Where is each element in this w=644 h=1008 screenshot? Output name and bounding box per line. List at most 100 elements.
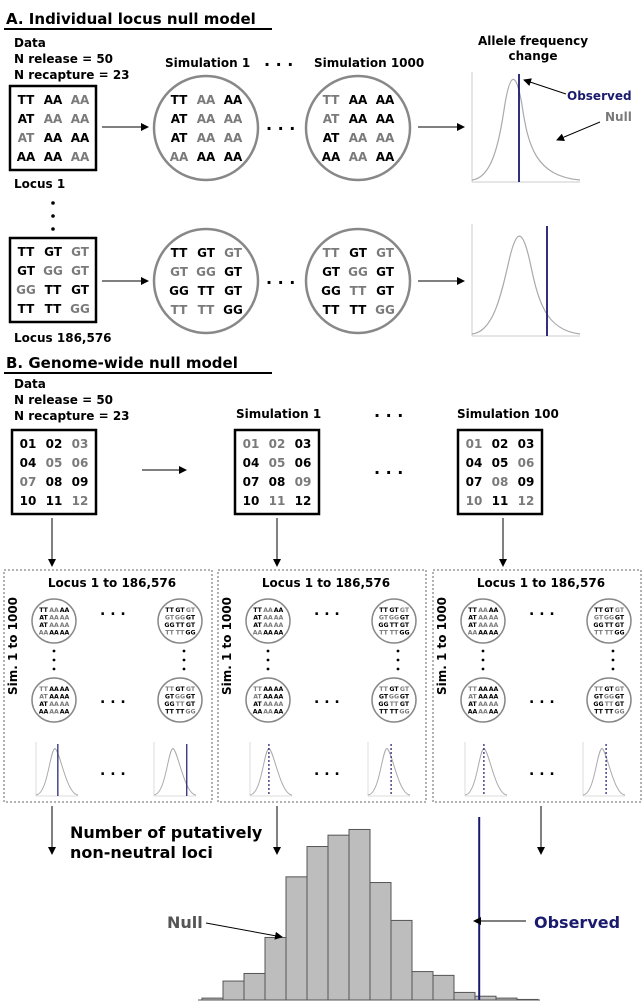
genotype-cell: TT: [45, 283, 62, 297]
genotype-cell: AA: [478, 693, 488, 700]
panel-frame: [3, 569, 213, 803]
genotype-cell: GT: [186, 693, 196, 700]
genotype-cell: AA: [274, 693, 284, 700]
panel-vertical-dot: [182, 658, 186, 662]
genotype-cell: TT: [605, 622, 614, 629]
genotype-cell: AA: [376, 112, 395, 126]
hist-bar: [474, 995, 497, 1001]
genotype-cell: 09: [72, 475, 89, 489]
genotype-cell: TT: [171, 93, 188, 107]
genotype-cell: GT: [175, 686, 185, 693]
b-simN-box: [456, 428, 544, 516]
genotype-cell: TT: [165, 607, 174, 614]
mini-sim-circle: [31, 598, 77, 644]
locus1-mid-dots: . . .: [266, 115, 295, 134]
hist-bar: [243, 972, 266, 1001]
genotype-cell: AA: [49, 693, 59, 700]
genotype-cell: AT: [39, 622, 48, 629]
genotype-cell: 02: [492, 437, 509, 451]
genotype-cell: GT: [615, 686, 625, 693]
genotype-cell: GT: [594, 614, 604, 621]
genotype-cell: 11: [269, 494, 286, 508]
genotype-cell: TT: [18, 245, 35, 259]
genotype-cell: GT: [615, 622, 625, 629]
genotype-cell: GT: [186, 686, 196, 693]
genotype-cell: AA: [224, 93, 243, 107]
genotype-cell: AA: [263, 607, 273, 614]
b-data-box: [10, 428, 98, 516]
genotype-cell: AA: [489, 614, 499, 621]
genotype-cell: AA: [44, 150, 63, 164]
panel-dots: . . .: [314, 763, 340, 779]
locus1-distribution: Observed Null: [471, 72, 632, 183]
genotype-cell: GT: [615, 701, 625, 708]
genotype-cell: 12: [72, 494, 89, 508]
mini-sim-circle: [460, 598, 506, 644]
genotype-cell: 10: [20, 494, 37, 508]
genotype-cell: TT: [45, 302, 62, 316]
panel-dots: . . .: [529, 603, 555, 619]
genotype-cell: GT: [186, 607, 196, 614]
genotype-cell: 08: [46, 475, 63, 489]
genotype-cell: TT: [176, 708, 185, 715]
genotype-cell: GT: [594, 693, 604, 700]
genotype-cell: AT: [468, 693, 477, 700]
genotype-cell: AT: [18, 112, 35, 126]
locus1-data-genotypes: TT AA AA AT AA AA AT AA AA AA AA AA: [17, 93, 90, 164]
genotype-cell: GT: [71, 283, 90, 297]
genotype-cell: GT: [400, 701, 410, 708]
genotype-cell: AA: [322, 150, 341, 164]
panel-vertical-dot: [52, 658, 56, 662]
genotype-cell: 09: [518, 475, 535, 489]
genotype-cell: 07: [243, 475, 260, 489]
genotype-cell: AA: [39, 629, 49, 636]
genotype-cell: GT: [400, 614, 410, 621]
genotype-cell: AA: [49, 622, 59, 629]
genotype-cell: GG: [348, 265, 368, 279]
locusN-simN-genotypes: TT GT GT GT GG GT GG TT GT TT TT GG: [321, 246, 395, 317]
genotype-cell: AA: [274, 614, 284, 621]
genotype-cell: TT: [253, 607, 262, 614]
genotype-cell: GT: [379, 693, 389, 700]
genotype-cell: GT: [165, 693, 175, 700]
genotype-cell: AA: [49, 686, 59, 693]
genotype-cell: AA: [49, 708, 59, 715]
genotype-cell: GG: [614, 708, 624, 715]
panel-frame: [432, 569, 642, 803]
genotype-cell: TT: [350, 303, 367, 317]
genotype-cell: GT: [400, 693, 410, 700]
genotype-cell: GG: [185, 629, 195, 636]
locusN-data-box: [8, 236, 98, 324]
genotype-cell: AA: [376, 131, 395, 145]
genotype-cell: GG: [593, 622, 603, 629]
panel-vertical-dot: [396, 649, 400, 653]
genotype-cell: GG: [378, 622, 388, 629]
genotype-cell: AA: [197, 112, 216, 126]
genotype-cell: AA: [489, 693, 499, 700]
locus1-simN-genotypes: TT AA AA AT AA AA AT AA AA AA AA AA: [322, 93, 395, 164]
genotype-cell: TT: [379, 629, 388, 636]
b-sim-last-label: Simulation 100: [457, 407, 559, 421]
genotype-cell: GG: [164, 622, 174, 629]
genotype-cell: GG: [196, 265, 216, 279]
genotype-cell: AA: [60, 629, 70, 636]
genotype-cell: TT: [594, 607, 603, 614]
genotype-cell: 08: [492, 475, 509, 489]
genotype-cell: AA: [489, 701, 499, 708]
b-row-dots: . . .: [374, 459, 403, 478]
genotype-cell: AA: [224, 112, 243, 126]
genotype-cell: AT: [468, 614, 477, 621]
panel-side-label: Sim. 1 to 1000: [435, 597, 449, 695]
genotype-cell: GT: [170, 265, 189, 279]
hist-bar: [348, 828, 371, 1001]
genotype-cell: AA: [71, 112, 90, 126]
genotype-cell: AA: [274, 708, 284, 715]
genotype-cell: TT: [323, 93, 340, 107]
genotype-cell: GG: [614, 629, 624, 636]
panel-vertical-dot: [266, 649, 270, 653]
locusN-sim1-circle: [152, 227, 260, 335]
